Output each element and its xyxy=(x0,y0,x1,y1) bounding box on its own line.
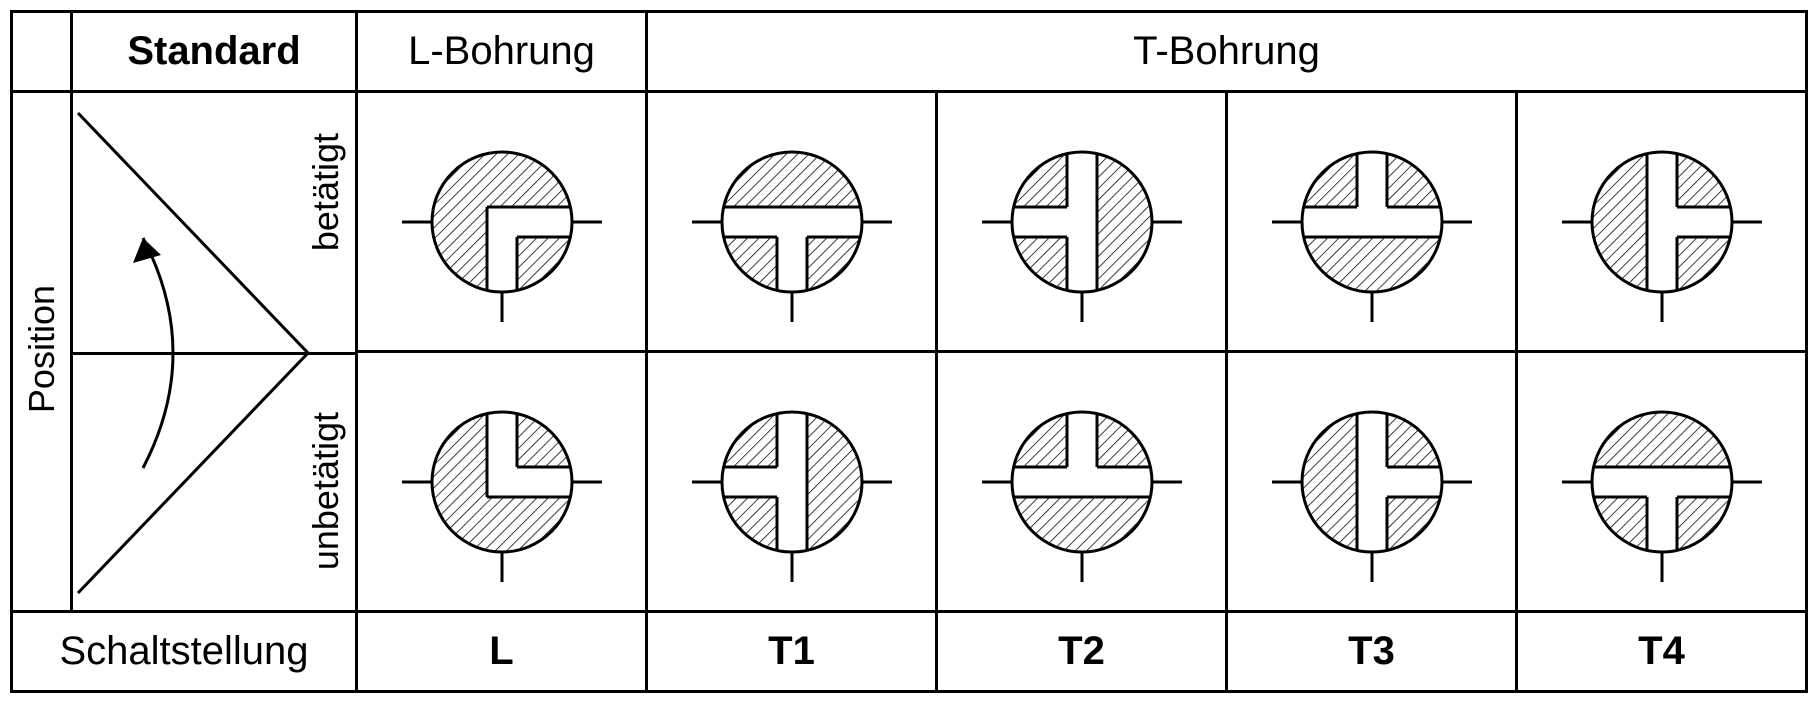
valve-T4-unbetaetigt xyxy=(1517,352,1807,612)
valve-T3-betaetigt xyxy=(1227,92,1517,352)
footer-L: L xyxy=(357,612,647,692)
valve-L-unbetaetigt xyxy=(357,352,647,612)
valve-L-betaetigt xyxy=(357,92,647,352)
header-t-bohrung: T-Bohrung xyxy=(647,12,1807,92)
valve-T2-betaetigt xyxy=(937,92,1227,352)
footer-T3: T3 xyxy=(1227,612,1517,692)
position-label-cell: Position xyxy=(12,92,72,612)
valve-T1-unbetaetigt xyxy=(647,352,937,612)
header-l-bohrung: L-Bohrung xyxy=(357,12,647,92)
valve-T2-unbetaetigt xyxy=(937,352,1227,612)
footer-T4: T4 xyxy=(1517,612,1807,692)
valve-T1-betaetigt xyxy=(647,92,937,352)
footer-schaltstellung: Schaltstellung xyxy=(12,612,357,692)
label-unbetaetigt: unbetätigt xyxy=(305,412,347,570)
position-label: Position xyxy=(21,285,63,413)
valve-T4-betaetigt xyxy=(1517,92,1807,352)
footer-T2: T2 xyxy=(937,612,1227,692)
position-triangle-cell: betätigt unbetätigt xyxy=(72,92,357,612)
valve-T3-unbetaetigt xyxy=(1227,352,1517,612)
footer-T1: T1 xyxy=(647,612,937,692)
header-standard: Standard xyxy=(72,12,357,92)
valve-table: Standard L-Bohrung T-Bohrung Position be… xyxy=(10,10,1808,693)
label-betaetigt: betätigt xyxy=(305,133,347,251)
corner-cell xyxy=(12,12,72,92)
